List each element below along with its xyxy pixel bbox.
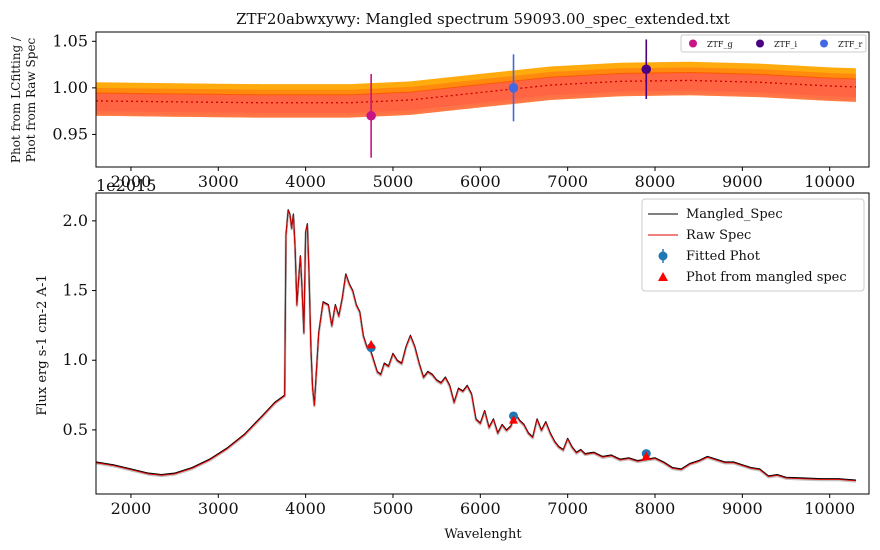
ratio-y-label-line1: Phot from LCfitting / — [9, 36, 23, 163]
ratio-x-tick-label: 6000 — [460, 172, 501, 191]
spectrum-x-tick-label: 9000 — [722, 499, 763, 518]
legend-ztf-i-label: ZTF_i — [774, 40, 797, 49]
spectrum-x-tick-label: 5000 — [373, 499, 414, 518]
ratio-x-tick-label: 7000 — [547, 172, 588, 191]
ratio-legend-box — [680, 34, 867, 53]
ratio-y-tick-label: 0.95 — [52, 124, 88, 143]
spectrum-y-tick-label: 1.0 — [63, 350, 88, 369]
ratio-legend: ZTF_g ZTF_i ZTF_r — [680, 34, 867, 53]
spectrum-plot-area: 2000 3000 4000 5000 6000 7000 8000 9000 10000 0.5… — [63, 209, 856, 518]
ratio-chart-title: ZTF20abwxywy: Mangled spectrum 59093.00_… — [236, 10, 730, 28]
ratio-point-marker — [641, 64, 652, 75]
ratio-x-tick-label: 3000 — [198, 172, 239, 191]
ratio-x-tick-label: 2000 — [111, 172, 152, 191]
ratio-uncertainty-band — [96, 72, 856, 118]
ratio-y-label-line2: Phot from Raw Spec — [24, 37, 38, 162]
phot-from-mangled-spec-marker — [641, 451, 651, 460]
spectrum-panel: Flux erg s-1 cm-2 A-1 Wavelenght 2000 300… — [35, 192, 870, 542]
ratio-point-marker — [508, 83, 519, 93]
legend-ztf-g-marker — [689, 39, 697, 48]
spectrum-y-tick-label: 0.5 — [63, 420, 88, 439]
ratio-model-line — [95, 79, 856, 104]
spectrum-plot-frame — [95, 192, 870, 495]
ratio-y-tick-label: 1.00 — [52, 78, 88, 97]
legend-phot-mangled-label: Phot from mangled spec — [686, 270, 847, 285]
legend-mangled-spec-label: Mangled_Spec — [686, 207, 783, 222]
spectrum-x-tick-label: 4000 — [285, 499, 326, 518]
ratio-x-tick-label: 8000 — [635, 172, 676, 191]
legend-ztf-r-marker — [820, 39, 828, 48]
spectrum-x-tick-label: 6000 — [460, 499, 501, 518]
spectrum-y-tick-label: 2.0 — [63, 211, 88, 230]
ratio-plot-frame — [95, 31, 870, 168]
legend-fitted-phot-marker — [658, 251, 668, 261]
spectrum-x-label: Wavelenght — [444, 527, 522, 542]
legend-raw-spec-label: Raw Spec — [686, 228, 751, 243]
ratio-x-tick-label: 4000 — [285, 172, 326, 191]
legend-ztf-i-marker — [756, 39, 764, 48]
spectrum-x-tick-label: 8000 — [635, 499, 676, 518]
phot-from-mangled-spec-marker — [509, 415, 519, 424]
ratio-y-tick-label: 1.05 — [52, 31, 88, 50]
spectrum-x-tick-label: 2000 — [111, 499, 152, 518]
legend-ztf-r-label: ZTF_r — [838, 40, 862, 49]
ratio-x-offset-label: 1e2015 — [96, 176, 156, 195]
ratio-plot-area: 2000 3000 4000 5000 6000 7000 8000 9000 10000 0.9… — [52, 31, 856, 191]
legend-fitted-phot-label: Fitted Phot — [686, 249, 761, 264]
ratio-x-tick-label: 10000 — [804, 172, 855, 191]
ratio-panel: ZTF20abwxywy: Mangled spectrum 59093.00_… — [9, 10, 870, 195]
legend-phot-mangled-marker — [658, 272, 668, 281]
ratio-x-tick-label: 5000 — [373, 172, 414, 191]
spectrum-x-tick-label: 7000 — [547, 499, 588, 518]
ratio-x-tick-label: 9000 — [722, 172, 763, 191]
spectrum-legend: Mangled_Spec Raw Spec Fitted Phot Phot f… — [641, 198, 865, 292]
ratio-point-marker — [366, 110, 376, 121]
phot-from-mangled-spec-marker — [366, 339, 376, 349]
spectrum-y-tick-label: 1.5 — [63, 281, 88, 300]
raw-spec-line — [95, 210, 856, 482]
spectrum-x-tick-label: 10000 — [804, 499, 855, 518]
spectrum-y-label: Flux erg s-1 cm-2 A-1 — [35, 274, 50, 415]
spectrum-legend-box — [641, 198, 865, 292]
spectrum-x-tick-label: 3000 — [198, 499, 239, 518]
legend-ztf-g-label: ZTF_g — [707, 40, 733, 49]
